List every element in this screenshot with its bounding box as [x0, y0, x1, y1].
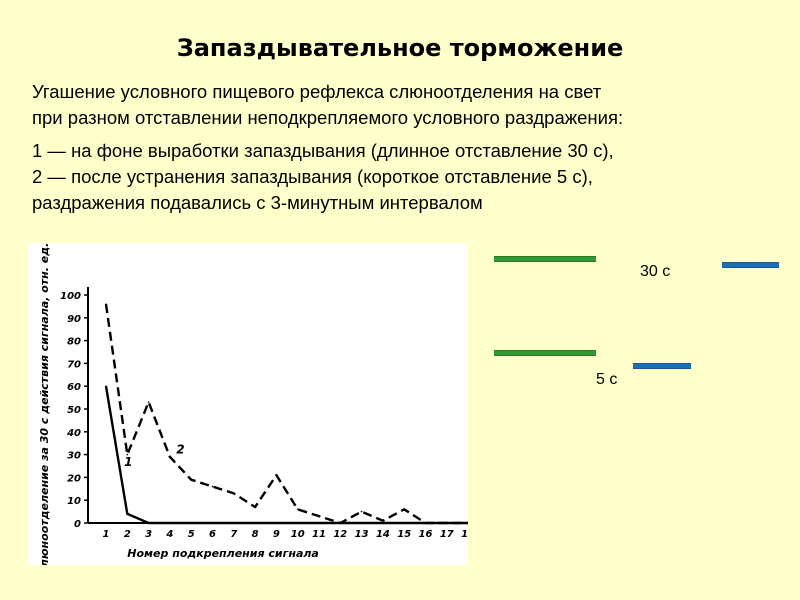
series-1-point [126, 513, 129, 515]
series-2-point [382, 519, 384, 522]
series-2-point [467, 522, 468, 524]
extinction-chart: 0 10 20 30 40 50 60 70 80 90 100 1 2 3 4 5 6 7 8 9 10 11 12 13 1… [28, 243, 468, 565]
y-tick-label: 10 [67, 496, 81, 507]
slide-title: Запаздывательное торможение [176, 34, 624, 62]
series-2-point [126, 453, 129, 456]
series-2-point [446, 522, 448, 524]
y-tick-label: 80 [67, 337, 81, 348]
legend-line-3: раздражения подавались с 3-минутным инте… [32, 192, 483, 213]
x-tick-label: 3 [145, 529, 152, 540]
x-tick-label: 17 [440, 529, 454, 540]
x-tick-label: 18 [461, 529, 468, 540]
series-line-2 [104, 303, 468, 525]
x-tick-label: 2 [124, 529, 131, 540]
series-line-1 [104, 386, 468, 525]
series-1-point [318, 522, 320, 524]
delay-label-short: 5 с [596, 371, 618, 388]
series-1-point [382, 522, 384, 524]
series-2-point [190, 478, 192, 481]
y-tick-label: 30 [67, 451, 81, 462]
y-tick-label: 70 [67, 359, 81, 370]
legend-paragraph: 1 — на фоне выработки запаздывания (длин… [32, 138, 772, 216]
x-tick-label: 11 [312, 529, 326, 540]
series-1-point [169, 522, 171, 524]
series-1-point [147, 522, 150, 524]
chart-labels: 1 2 Номер подкрепления сигнала Слюноотделен… [38, 243, 319, 565]
series-label-1: 1 [124, 455, 132, 469]
x-tick-label: 12 [333, 529, 347, 540]
series-1-point [254, 522, 256, 524]
series-2-point [403, 508, 406, 511]
light-signal-bar-long [494, 256, 596, 262]
series-2-point [211, 485, 214, 488]
series-2-point [360, 510, 363, 513]
legend-line-2: 2 — после устранения запаздывания (корот… [32, 166, 593, 187]
x-tick-label: 15 [397, 529, 411, 540]
series-2-point [275, 474, 278, 476]
legend-line-1: 1 — на фоне выработки запаздывания (длин… [32, 140, 614, 161]
x-tick-label: 14 [376, 529, 390, 540]
series-1-point [233, 522, 235, 524]
y-tick-label: 50 [67, 405, 81, 416]
x-tick-label: 13 [355, 529, 369, 540]
series-1-point [275, 522, 278, 524]
description-line-1: Угашение условного пищевого рефлекса слю… [32, 81, 602, 102]
series-1-point [360, 522, 363, 524]
food-reinforcement-bar-short [633, 363, 691, 369]
food-reinforcement-bar-long [722, 262, 779, 268]
series-1-point [296, 522, 299, 524]
series-1-point [105, 385, 107, 387]
series-2-point [254, 506, 256, 508]
y-tick-label: 100 [60, 291, 81, 302]
y-tick-label: 90 [67, 314, 81, 325]
x-tick-label: 6 [209, 529, 216, 540]
series-2-point [105, 303, 107, 305]
x-tick-label: 7 [230, 529, 237, 540]
series-2-point [318, 515, 320, 517]
series-2-point [339, 522, 342, 524]
description-line-2: при разном отставлении неподкрепляемого … [32, 107, 624, 128]
x-tick-label: 16 [419, 529, 433, 540]
y-tick-label: 60 [67, 382, 81, 393]
series-1-point [211, 522, 214, 524]
x-tick-label: 10 [291, 529, 305, 540]
y-axis-label: Слюноотделение за 30 с действия сигнала,… [38, 243, 51, 565]
x-tick-label: 5 [188, 529, 195, 540]
x-axis-label: Номер подкрепления сигнала [127, 547, 319, 560]
series-2-point [296, 508, 299, 511]
x-tick-label: 9 [273, 529, 280, 540]
x-tick-label: 1 [103, 529, 110, 540]
series-2-point [169, 456, 171, 458]
y-tick-label: 20 [67, 473, 81, 484]
x-tick-label: 8 [252, 529, 259, 540]
series-2-point [233, 492, 235, 495]
chart-axes [87, 287, 468, 524]
series-1-point [190, 522, 192, 524]
series-1-point [403, 522, 406, 524]
series-2-point [424, 522, 427, 524]
series-2-point [147, 401, 150, 403]
x-tick-label: 4 [165, 529, 173, 540]
light-signal-bar-short [494, 350, 596, 356]
chart-lines [104, 303, 468, 525]
y-tick-label: 0 [74, 519, 81, 530]
delay-label-long: 30 с [640, 263, 671, 280]
series-label-2: 2 [176, 442, 184, 456]
description-paragraph: Угашение условного пищевого рефлекса слю… [32, 79, 772, 131]
y-tick-label: 40 [66, 428, 81, 439]
